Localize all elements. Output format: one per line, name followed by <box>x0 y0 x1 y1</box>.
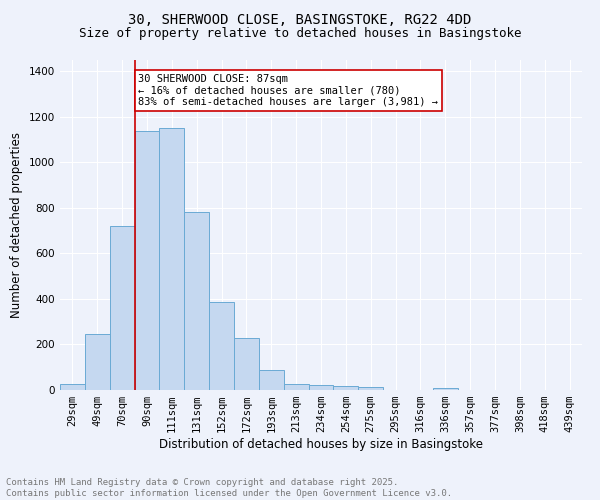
Text: 30 SHERWOOD CLOSE: 87sqm
← 16% of detached houses are smaller (780)
83% of semi-: 30 SHERWOOD CLOSE: 87sqm ← 16% of detach… <box>139 74 438 107</box>
Text: Contains HM Land Registry data © Crown copyright and database right 2025.
Contai: Contains HM Land Registry data © Crown c… <box>6 478 452 498</box>
Bar <box>433 388 458 390</box>
Bar <box>358 386 383 390</box>
Bar <box>160 128 184 390</box>
Bar <box>334 386 358 390</box>
Bar <box>184 212 209 390</box>
Bar <box>209 302 234 390</box>
Bar <box>60 384 85 390</box>
Text: 30, SHERWOOD CLOSE, BASINGSTOKE, RG22 4DD: 30, SHERWOOD CLOSE, BASINGSTOKE, RG22 4D… <box>128 12 472 26</box>
Bar <box>85 334 110 390</box>
Bar <box>308 385 334 390</box>
X-axis label: Distribution of detached houses by size in Basingstoke: Distribution of detached houses by size … <box>159 438 483 451</box>
Bar <box>134 130 160 390</box>
Y-axis label: Number of detached properties: Number of detached properties <box>10 132 23 318</box>
Bar <box>234 338 259 390</box>
Bar <box>259 370 284 390</box>
Bar <box>284 384 308 390</box>
Bar <box>110 226 134 390</box>
Text: Size of property relative to detached houses in Basingstoke: Size of property relative to detached ho… <box>79 28 521 40</box>
